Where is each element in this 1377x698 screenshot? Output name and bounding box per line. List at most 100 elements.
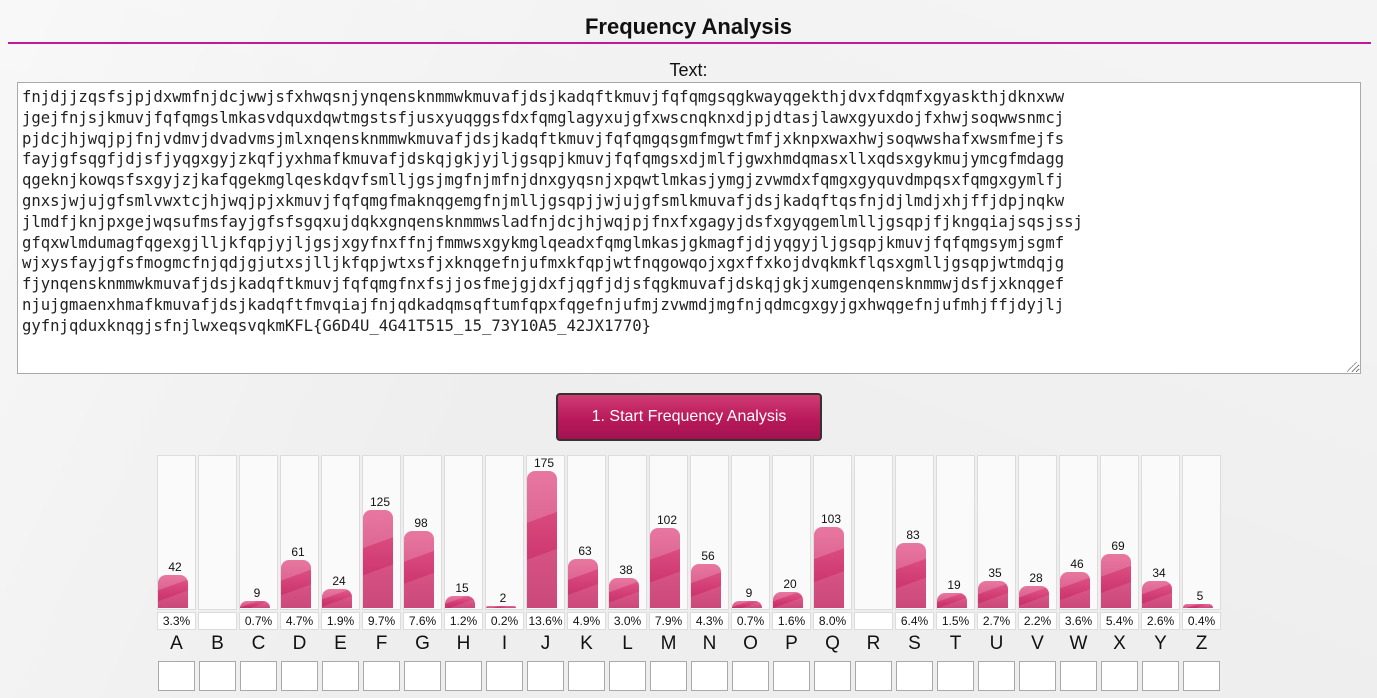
- letter-label: F: [375, 633, 388, 654]
- count-label: 69: [1111, 539, 1125, 553]
- count-label: 35: [988, 566, 1002, 580]
- count-label: 15: [455, 581, 469, 595]
- percent-label: 2.7%: [977, 612, 1016, 630]
- letter-column-p: 20 1.6% P: [771, 455, 812, 698]
- column-background: [321, 455, 360, 610]
- substitution-input-m[interactable]: [650, 661, 687, 691]
- count-label: 63: [578, 544, 592, 558]
- letter-column-j: 175 13.6% J: [525, 455, 566, 698]
- percent-label: 1.5%: [936, 612, 975, 630]
- substitution-input-z[interactable]: [1183, 661, 1220, 691]
- percent-label: 4.7%: [280, 612, 319, 630]
- substitution-input-w[interactable]: [1060, 661, 1097, 691]
- frequency-bar-k: [568, 559, 598, 608]
- frequency-bar-t: [937, 593, 967, 608]
- count-label: 102: [656, 513, 678, 527]
- frequency-bar-n: [691, 564, 721, 608]
- count-label: 2: [499, 591, 507, 605]
- count-label: 175: [533, 456, 555, 470]
- frequency-bar-s: [896, 543, 926, 608]
- substitution-input-r[interactable]: [855, 661, 892, 691]
- frequency-bar-v: [1019, 586, 1049, 608]
- substitution-input-h[interactable]: [445, 661, 482, 691]
- frequency-bar-l: [609, 578, 639, 608]
- frequency-bar-g: [404, 531, 434, 608]
- substitution-input-e[interactable]: [322, 661, 359, 691]
- frequency-bar-i: [486, 606, 516, 608]
- substitution-input-v[interactable]: [1019, 661, 1056, 691]
- substitution-input-n[interactable]: [691, 661, 728, 691]
- substitution-input-o[interactable]: [732, 661, 769, 691]
- letter-column-y: 34 2.6% Y: [1140, 455, 1181, 698]
- substitution-input-k[interactable]: [568, 661, 605, 691]
- column-background: [280, 455, 319, 610]
- ciphertext-textarea[interactable]: fnjdjjzqsfsjpjdxwmfnjdcjwwjsfxhwqsnjynqe…: [17, 82, 1361, 374]
- resize-grip-icon[interactable]: [1347, 362, 1359, 374]
- frequency-bar-m: [650, 528, 680, 608]
- count-label: 125: [369, 495, 391, 509]
- letter-label: E: [334, 633, 347, 654]
- letter-label: L: [622, 633, 633, 654]
- substitution-input-i[interactable]: [486, 661, 523, 691]
- letter-column-q: 103 8.0% Q: [812, 455, 853, 698]
- frequency-bar-p: [773, 592, 803, 608]
- frequency-bar-y: [1142, 581, 1172, 608]
- frequency-bar-q: [814, 527, 844, 608]
- substitution-input-c[interactable]: [240, 661, 277, 691]
- count-label: 103: [820, 512, 842, 526]
- count-label: 61: [291, 545, 305, 559]
- letter-column-x: 69 5.4% X: [1099, 455, 1140, 698]
- column-background: [854, 455, 893, 610]
- letter-column-a: 42 3.3% A: [156, 455, 197, 698]
- percent-label: 7.6%: [403, 612, 442, 630]
- column-background: [1018, 455, 1057, 610]
- start-frequency-analysis-button[interactable]: 1. Start Frequency Analysis: [556, 393, 822, 441]
- percent-label: 13.6%: [526, 612, 565, 630]
- column-background: [239, 455, 278, 610]
- substitution-input-x[interactable]: [1101, 661, 1138, 691]
- letter-label: T: [949, 633, 962, 654]
- letter-column-m: 102 7.9% M: [648, 455, 689, 698]
- substitution-input-f[interactable]: [363, 661, 400, 691]
- column-background: [1182, 455, 1221, 610]
- substitution-input-l[interactable]: [609, 661, 646, 691]
- substitution-input-t[interactable]: [937, 661, 974, 691]
- letter-label: P: [785, 633, 798, 654]
- letter-label: U: [989, 633, 1004, 654]
- page-title: Frequency Analysis: [584, 14, 793, 39]
- substitution-input-u[interactable]: [978, 661, 1015, 691]
- letter-label: O: [743, 633, 758, 654]
- count-label: 24: [332, 574, 346, 588]
- letter-column-z: 5 0.4% Z: [1181, 455, 1222, 698]
- letter-column-t: 19 1.5% T: [935, 455, 976, 698]
- substitution-input-s[interactable]: [896, 661, 933, 691]
- letter-column-e: 24 1.9% E: [320, 455, 361, 698]
- text-label: Text:: [669, 60, 708, 80]
- substitution-input-a[interactable]: [158, 661, 195, 691]
- frequency-bar-c: [240, 601, 270, 608]
- substitution-input-q[interactable]: [814, 661, 851, 691]
- letter-column-f: 125 9.7% F: [361, 455, 402, 698]
- substitution-input-y[interactable]: [1142, 661, 1179, 691]
- letter-label: W: [1069, 633, 1088, 654]
- letter-label: Z: [1195, 633, 1208, 654]
- substitution-input-g[interactable]: [404, 661, 441, 691]
- percent-label: 1.2%: [444, 612, 483, 630]
- letter-label: K: [580, 633, 593, 654]
- column-background: [772, 455, 811, 610]
- letter-column-w: 46 3.6% W: [1058, 455, 1099, 698]
- percent-label: 1.6%: [772, 612, 811, 630]
- substitution-input-j[interactable]: [527, 661, 564, 691]
- substitution-input-b[interactable]: [199, 661, 236, 691]
- substitution-input-d[interactable]: [281, 661, 318, 691]
- percent-label: 6.4%: [895, 612, 934, 630]
- frequency-bar-x: [1101, 554, 1131, 608]
- percent-label: 7.9%: [649, 612, 688, 630]
- percent-label: 2.2%: [1018, 612, 1057, 630]
- substitution-input-p[interactable]: [773, 661, 810, 691]
- percent-label: 3.3%: [157, 612, 196, 630]
- frequency-bar-e: [322, 589, 352, 608]
- count-label: 19: [947, 578, 961, 592]
- frequency-bar-a: [158, 575, 188, 608]
- percent-label: 4.9%: [567, 612, 606, 630]
